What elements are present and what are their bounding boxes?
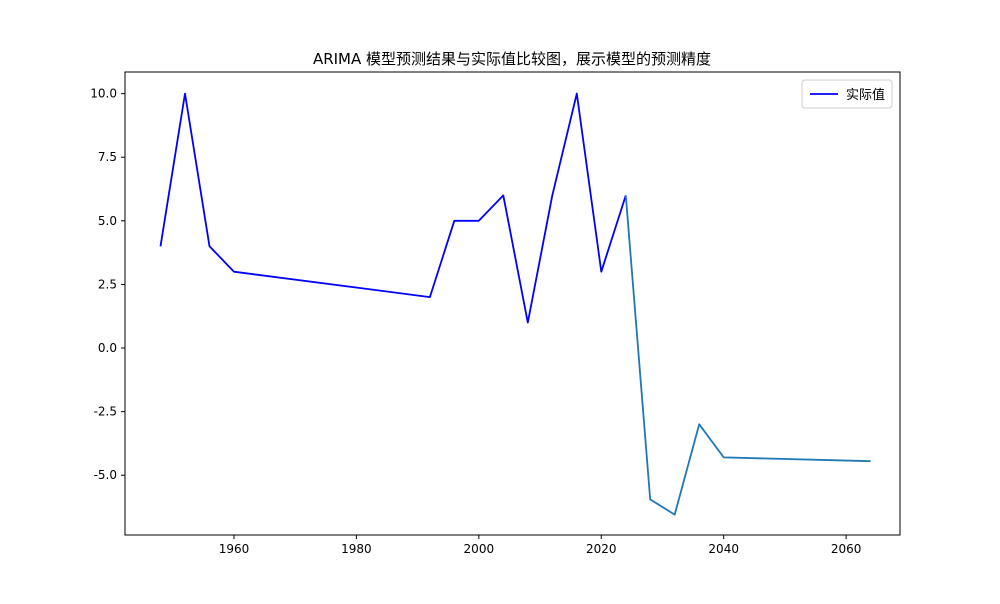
y-tick-label: 10.0 [90,87,117,101]
y-tick-label: 0.0 [98,341,117,355]
x-tick-label: 1980 [341,542,372,556]
plot-frame [124,71,901,536]
plot-area [124,71,901,536]
series-line-forecast [624,195,871,516]
y-tick-label: -2.5 [94,405,117,419]
x-tick-label: 2060 [831,542,862,556]
y-axis: -5.0 -2.5 0.0 2.5 5.0 7.5 10.0 [90,87,125,482]
x-tick-label: 2040 [708,542,739,556]
x-tick-label: 1960 [219,542,250,556]
x-axis: 1960 1980 2000 2020 2040 2060 [219,535,862,556]
x-tick-label: 2000 [464,542,495,556]
series-line-actual [159,92,627,324]
legend-box [801,79,893,109]
y-tick-label: -5.0 [94,468,117,482]
legend-label: 实际值 [846,87,885,103]
x-tick-label: 2020 [586,542,617,556]
y-tick-label: 7.5 [98,150,117,164]
series-lines [159,92,871,516]
y-tick-label: 2.5 [98,277,117,291]
legend: 实际值 [801,79,893,109]
y-tick-label: 5.0 [98,214,117,228]
chart-title: ARIMA 模型预测结果与实际值比较图，展示模型的预测精度 [313,50,711,68]
